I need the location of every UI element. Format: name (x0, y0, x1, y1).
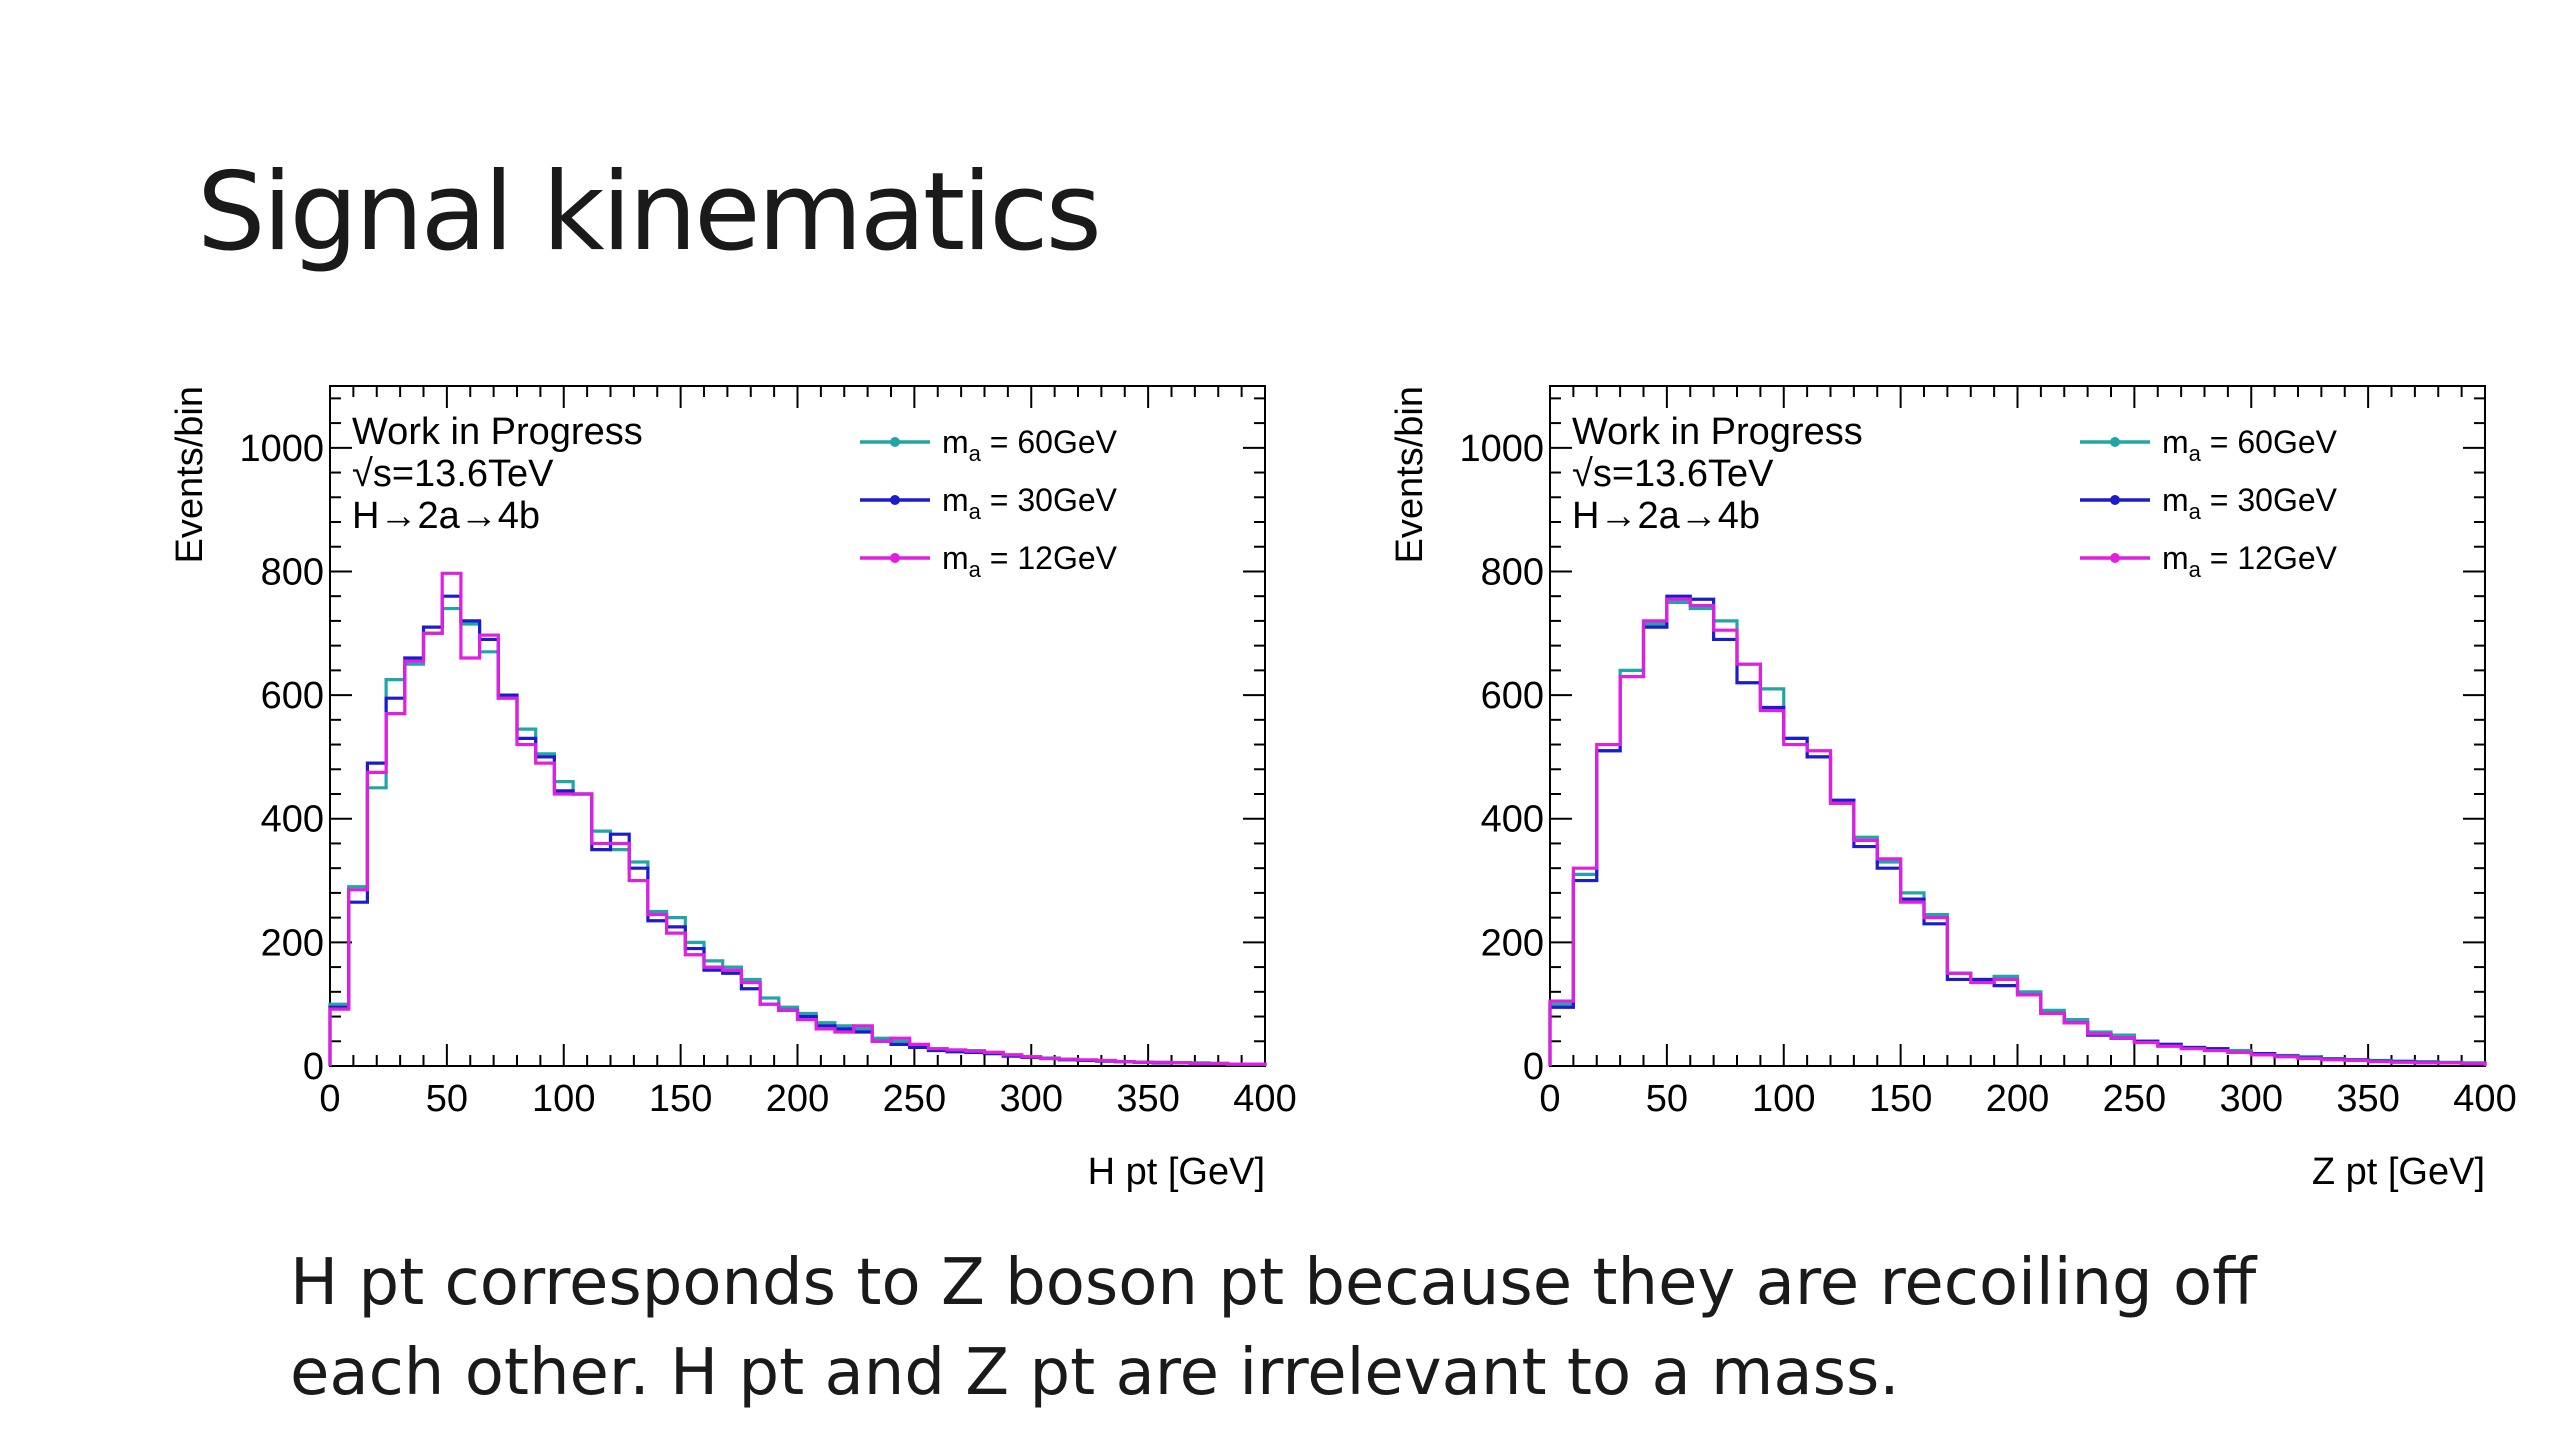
y-tick-label: 1000 (1459, 428, 1544, 470)
legend-entry: ma = 30GeV (2162, 482, 2338, 524)
x-tick-label: 400 (1233, 1078, 1296, 1120)
caption-line-1: H pt corresponds to Z boson pt because t… (290, 1246, 2257, 1320)
legend-entry: ma = 12GeV (2162, 540, 2338, 582)
y-axis-label: Events/bin (169, 386, 211, 563)
legend-entry: ma = 60GeV (2162, 424, 2338, 466)
x-tick-label: 250 (2103, 1078, 2166, 1120)
y-tick-label: 1000 (239, 428, 324, 470)
y-tick-label: 200 (261, 922, 324, 964)
annotation-text: Work in Progress (1572, 411, 1863, 453)
legend-entry: ma = 60GeV (942, 424, 1118, 466)
x-tick-label: 300 (2220, 1078, 2283, 1120)
h-pt-histogram-svg: 0 50 100 150 200 250 300 350 400 0 200 400 600 800 100… (169, 385, 1297, 1193)
histogram-series-line (328, 606, 1267, 1066)
x-axis-label: H pt [GeV] (1088, 1151, 1265, 1193)
y-tick-label: 0 (303, 1046, 324, 1088)
x-tick-label: 100 (1752, 1078, 1815, 1120)
x-tick-label: 350 (2336, 1078, 2399, 1120)
y-tick-label: 400 (261, 799, 324, 841)
x-tick-label: 200 (1986, 1078, 2049, 1120)
slide-title: Signal kinematics (197, 150, 1102, 275)
annotation-text: H→2a→4b (352, 495, 540, 537)
histogram-series-line (1548, 597, 2487, 1066)
annotation-text: H→2a→4b (1572, 495, 1760, 537)
legend-marker (2110, 437, 2120, 447)
x-tick-label: 100 (532, 1078, 595, 1120)
x-tick-label: 400 (2453, 1078, 2516, 1120)
y-tick-label: 200 (1481, 922, 1544, 964)
caption-line-2: each other. H pt and Z pt are irrelevant… (290, 1336, 1900, 1410)
legend-marker (890, 495, 900, 505)
legend-marker (2110, 495, 2120, 505)
z-pt-histogram-svg: 0 50 100 150 200 250 300 350 400 0 200 400 600 800 100… (1389, 385, 2517, 1193)
x-tick-label: 50 (1646, 1078, 1688, 1120)
y-tick-label: 800 (261, 551, 324, 593)
legend-entry: ma = 12GeV (942, 540, 1118, 582)
y-tick-label: 0 (1523, 1046, 1544, 1088)
x-tick-label: 150 (649, 1078, 712, 1120)
x-axis-label: Z pt [GeV] (2312, 1151, 2485, 1193)
y-tick-label: 400 (1481, 799, 1544, 841)
y-tick-label: 600 (1481, 675, 1544, 717)
x-tick-label: 0 (319, 1078, 340, 1120)
annotation-text: √s=13.6TeV (352, 453, 554, 495)
x-tick-label: 200 (766, 1078, 829, 1120)
x-tick-label: 50 (426, 1078, 468, 1120)
z-pt-histogram: 0 50 100 150 200 250 300 350 400 0 200 400 600 800 100… (1370, 370, 2560, 1200)
x-tick-label: 350 (1116, 1078, 1179, 1120)
x-tick-label: 300 (1000, 1078, 1063, 1120)
x-tick-label: 250 (883, 1078, 946, 1120)
legend-marker (2110, 553, 2120, 563)
legend-entry: ma = 30GeV (942, 482, 1118, 524)
h-pt-histogram: 0 50 100 150 200 250 300 350 400 0 200 400 600 800 100… (150, 370, 1470, 1200)
y-axis-label: Events/bin (1389, 386, 1431, 563)
legend-marker (890, 437, 900, 447)
y-tick-label: 600 (261, 675, 324, 717)
x-tick-label: 150 (1869, 1078, 1932, 1120)
annotation-text: √s=13.6TeV (1572, 453, 1774, 495)
slide-caption: H pt corresponds to Z boson pt because t… (290, 1238, 2490, 1418)
histogram-series-line (328, 594, 1267, 1066)
annotation-text: Work in Progress (352, 411, 643, 453)
legend-marker (890, 553, 900, 563)
y-tick-label: 800 (1481, 551, 1544, 593)
histogram-series-line (328, 571, 1267, 1066)
x-tick-label: 0 (1539, 1078, 1560, 1120)
